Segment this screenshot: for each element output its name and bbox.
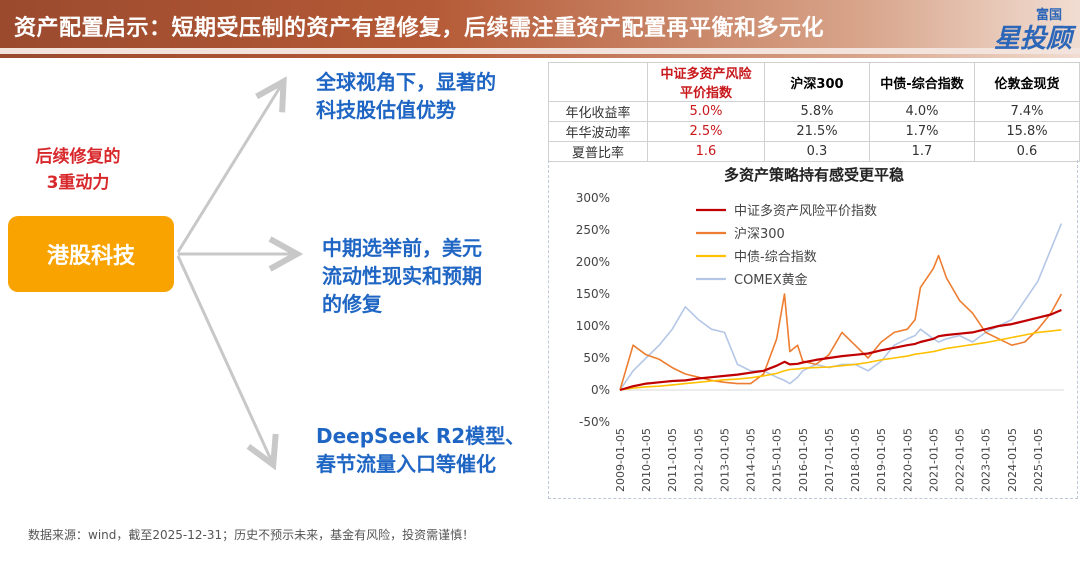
x-tick-label: 2010-01-05 bbox=[640, 428, 653, 492]
x-tick-label: 2025-01-05 bbox=[1032, 428, 1045, 492]
row-label: 夏普比率 bbox=[548, 141, 648, 162]
header-0-line2: 平价指数 bbox=[679, 86, 732, 101]
x-tick-label: 2014-01-05 bbox=[745, 428, 758, 492]
y-tick-label: 150% bbox=[576, 287, 610, 301]
x-tick-label: 2019-01-05 bbox=[875, 428, 888, 492]
series-line-3 bbox=[619, 223, 1063, 391]
header-banner: 资产配置启示：短期受压制的资产有望修复，后续需注重资产配置再平衡和多元化 富国 … bbox=[0, 0, 1080, 58]
data-source-note: 数据来源：wind，截至2025-12-31；历史不预示未来，基金有风险，投资需… bbox=[28, 528, 475, 542]
brand-logo: 富国 星投顾 bbox=[976, 4, 1072, 54]
table-cell: 0.3 bbox=[764, 141, 870, 162]
x-tick-label: 2012-01-05 bbox=[692, 428, 705, 492]
x-tick-label: 2018-01-05 bbox=[849, 428, 862, 492]
legend-label: 中债-综合指数 bbox=[734, 250, 817, 265]
branch-arrows bbox=[176, 0, 540, 500]
repair-drivers-label: 后续修复的 3重动力 bbox=[28, 144, 128, 196]
y-tick-label: 100% bbox=[576, 319, 610, 333]
driver-2-line1: 中期选举前，美元 bbox=[322, 236, 482, 260]
table-cell: 1.7 bbox=[869, 141, 975, 162]
x-tick-label: 2020-01-05 bbox=[901, 428, 914, 492]
header-0-line1: 中证多资产风险 bbox=[660, 67, 752, 82]
table-header-cell: 中债-综合指数 bbox=[869, 62, 975, 102]
series-line-0 bbox=[619, 308, 1062, 392]
chart-frame bbox=[548, 160, 1078, 499]
driver-point-2: 中期选举前，美元 流动性现实和预期 的修复 bbox=[322, 234, 482, 318]
arrow-up bbox=[176, 84, 282, 253]
x-tick-label: 2015-01-05 bbox=[771, 428, 784, 492]
y-tick-label: -50% bbox=[579, 415, 610, 429]
driver-1-line2: 科技股估值优势 bbox=[316, 98, 456, 122]
y-tick-label: 50% bbox=[583, 351, 610, 365]
series-line-1 bbox=[619, 254, 1063, 391]
table-cell: 15.8% bbox=[974, 121, 1080, 142]
hk-tech-box: 港股科技 bbox=[8, 216, 174, 292]
multi-asset-line-chart: 多资产策略持有感受更平稳 300% 250% 200% 150% 100% 50% 0% -50… bbox=[576, 166, 1064, 492]
x-tick-label: 2013-01-05 bbox=[718, 428, 731, 492]
table-cell: 5.0% bbox=[647, 101, 765, 122]
driver-1-line1: 全球视角下，显著的 bbox=[316, 70, 496, 94]
table-row: 夏普比率 1.6 0.3 1.7 0.6 bbox=[548, 141, 1080, 162]
driver-2-line2: 流动性现实和预期 bbox=[322, 264, 482, 288]
logo-top-text: 富国 bbox=[1035, 8, 1062, 23]
legend-label: 中证多资产风险平价指数 bbox=[734, 203, 877, 219]
driver-3-line2: 春节流量入口等催化 bbox=[316, 452, 496, 476]
x-tick-label: 2011-01-05 bbox=[666, 428, 679, 492]
driver-3-line1: DeepSeek R2模型、 bbox=[316, 424, 526, 448]
table-cell: 5.8% bbox=[764, 101, 870, 122]
table-cell: 2.5% bbox=[647, 121, 765, 142]
table-cell: 21.5% bbox=[764, 121, 870, 142]
x-tick-label: 2017-01-05 bbox=[823, 428, 836, 492]
page-title: 资产配置启示：短期受压制的资产有望修复，后续需注重资产配置再平衡和多元化 bbox=[14, 16, 825, 41]
arrow-down bbox=[176, 255, 272, 462]
table-header-row: 中证多资产风险 平价指数 沪深300 中债-综合指数 伦敦金现货 bbox=[548, 62, 1080, 102]
table-row: 年华波动率 2.5% 21.5% 1.7% 15.8% bbox=[548, 121, 1080, 142]
driver-point-1: 全球视角下，显著的 科技股估值优势 bbox=[316, 68, 496, 124]
x-tick-label: 2024-01-05 bbox=[1006, 428, 1019, 492]
table-header-cell: 中证多资产风险 平价指数 bbox=[647, 62, 765, 102]
table-cell: 7.4% bbox=[974, 101, 1080, 122]
driver-point-3: DeepSeek R2模型、 春节流量入口等催化 bbox=[316, 422, 525, 478]
header-divider bbox=[0, 48, 1080, 54]
table-row: 年化收益率 5.0% 5.8% 4.0% 7.4% bbox=[548, 101, 1080, 122]
table-header-cell: 伦敦金现货 bbox=[974, 62, 1080, 102]
legend-label: 沪深300 bbox=[734, 226, 785, 242]
performance-table: 中证多资产风险 平价指数 沪深300 中债-综合指数 伦敦金现货 年化收益率 5… bbox=[548, 62, 1080, 162]
table-cell: 1.7% bbox=[869, 121, 975, 142]
y-tick-label: 0% bbox=[591, 383, 610, 397]
x-tick-label: 2022-01-05 bbox=[954, 428, 967, 492]
y-tick-label: 300% bbox=[576, 191, 610, 205]
y-tick-label: 250% bbox=[576, 223, 610, 237]
series-line-2 bbox=[619, 329, 1062, 391]
table-cell: 0.6 bbox=[974, 141, 1080, 162]
x-tick-label: 2009-01-05 bbox=[614, 428, 627, 492]
x-tick-label: 2023-01-05 bbox=[980, 428, 993, 492]
table-corner bbox=[548, 62, 648, 102]
x-tick-label: 2021-01-05 bbox=[927, 428, 940, 492]
side-label-line1: 后续修复的 bbox=[35, 147, 121, 167]
side-label-line2: 3重动力 bbox=[46, 173, 110, 193]
table-header-cell: 沪深300 bbox=[764, 62, 870, 102]
chart-title: 多资产策略持有感受更平稳 bbox=[724, 166, 904, 184]
legend-label: COMEX黄金 bbox=[734, 272, 808, 288]
driver-2-line3: 的修复 bbox=[322, 292, 382, 316]
row-label: 年化收益率 bbox=[548, 101, 648, 122]
row-label: 年华波动率 bbox=[548, 121, 648, 142]
logo-main-text: 星投顾 bbox=[993, 24, 1072, 54]
table-cell: 4.0% bbox=[869, 101, 975, 122]
y-tick-label: 200% bbox=[576, 255, 610, 269]
table-cell: 1.6 bbox=[647, 141, 765, 162]
x-tick-label: 2016-01-05 bbox=[797, 428, 810, 492]
